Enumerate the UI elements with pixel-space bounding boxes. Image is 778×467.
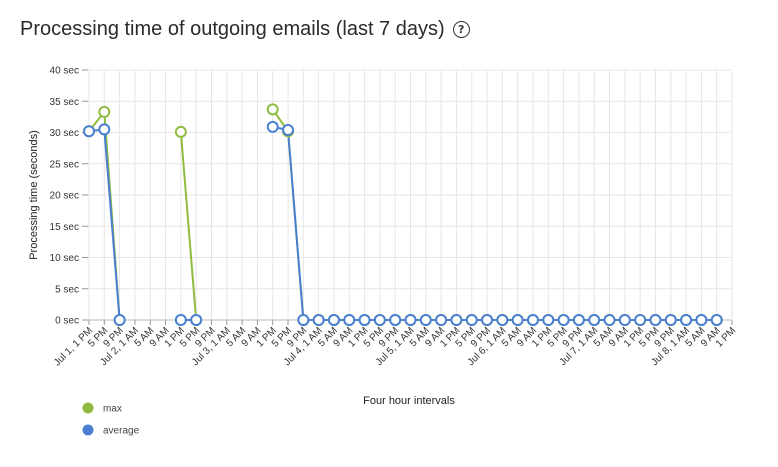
data-point-average[interactable] — [266, 120, 279, 133]
data-point-average[interactable] — [83, 125, 95, 138]
chart-header: Processing time of outgoing emails (last… — [20, 18, 470, 41]
data-point-average[interactable] — [664, 314, 677, 326]
legend-label-average[interactable]: average — [103, 426, 140, 437]
data-point-average[interactable] — [98, 123, 111, 136]
data-point-average[interactable] — [572, 314, 585, 326]
data-point-max[interactable] — [174, 125, 187, 138]
y-tick-label: 40 sec — [50, 66, 79, 77]
y-tick-label: 0 sec — [55, 316, 79, 327]
data-point-average[interactable] — [450, 314, 463, 326]
help-icon[interactable]: ? — [452, 21, 470, 38]
data-point-average[interactable] — [542, 314, 555, 326]
data-point-average[interactable] — [618, 314, 631, 326]
data-point-average[interactable] — [481, 314, 494, 326]
data-point-average[interactable] — [389, 314, 402, 326]
legend-marker-max[interactable] — [82, 402, 94, 414]
y-tick-label: 10 sec — [50, 253, 79, 264]
data-point-average[interactable] — [603, 314, 616, 326]
x-tick-label: Jul 1, 1 PM — [52, 325, 95, 368]
data-point-average[interactable] — [557, 314, 570, 326]
series-line-average — [272, 125, 717, 321]
chart-title: Processing time of outgoing emails (last… — [20, 18, 445, 40]
chart-legend: max average — [82, 402, 140, 437]
data-point-average[interactable] — [174, 314, 187, 326]
data-point-average[interactable] — [496, 314, 509, 326]
chart-grid — [88, 69, 733, 321]
data-point-average[interactable] — [297, 314, 310, 326]
y-tick-label: 5 sec — [55, 284, 79, 295]
y-tick-label: 25 sec — [50, 159, 79, 170]
y-tick-label: 35 sec — [50, 97, 79, 108]
data-point-average[interactable] — [526, 314, 539, 326]
data-point-average[interactable] — [680, 314, 693, 326]
y-tick-label: 30 sec — [50, 128, 79, 139]
data-point-max[interactable] — [98, 105, 111, 118]
y-axis-title: Processing time (seconds) — [28, 130, 40, 260]
data-point-average[interactable] — [649, 314, 662, 326]
data-point-average[interactable] — [113, 314, 126, 326]
data-point-average[interactable] — [190, 314, 203, 326]
y-tick-label: 20 sec — [50, 191, 79, 202]
series-line-max — [179, 131, 198, 321]
data-point-average[interactable] — [710, 314, 723, 326]
data-point-average[interactable] — [511, 314, 524, 326]
data-point-average[interactable] — [588, 314, 601, 326]
legend-marker-average[interactable] — [82, 424, 94, 436]
data-point-average[interactable] — [695, 314, 708, 326]
data-point-average[interactable] — [327, 314, 340, 326]
data-point-average[interactable] — [634, 314, 647, 326]
y-tick-label: 15 sec — [50, 222, 79, 233]
data-point-average[interactable] — [282, 124, 295, 136]
data-point-average[interactable] — [419, 314, 432, 326]
legend-label-max[interactable]: max — [103, 404, 122, 415]
data-point-average[interactable] — [435, 314, 448, 326]
data-point-average[interactable] — [373, 314, 386, 326]
series-points — [83, 103, 723, 326]
data-point-average[interactable] — [312, 314, 325, 326]
x-axis-title: Four hour intervals — [363, 395, 455, 407]
data-point-max[interactable] — [266, 103, 279, 116]
data-point-average[interactable] — [465, 314, 478, 326]
data-point-average[interactable] — [358, 314, 371, 326]
data-point-average[interactable] — [343, 314, 356, 326]
data-point-average[interactable] — [404, 314, 417, 326]
y-axis-ticks: 0 sec 5 sec 10 sec 15 sec 20 sec 25 sec 30 sec… — [50, 66, 88, 327]
